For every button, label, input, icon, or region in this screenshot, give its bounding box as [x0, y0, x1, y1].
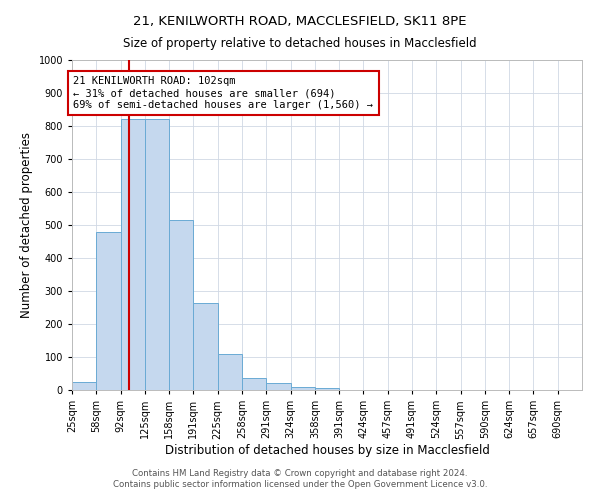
- Bar: [121, 120, 145, 390]
- Text: Contains public sector information licensed under the Open Government Licence v3: Contains public sector information licen…: [113, 480, 487, 489]
- X-axis label: Distribution of detached houses by size in Macclesfield: Distribution of detached houses by size …: [164, 444, 490, 457]
- Bar: [218, 354, 242, 390]
- Bar: [72, 382, 96, 390]
- Bar: [290, 386, 315, 390]
- Text: 21, KENILWORTH ROAD, MACCLESFIELD, SK11 8PE: 21, KENILWORTH ROAD, MACCLESFIELD, SK11 …: [133, 15, 467, 28]
- Bar: [315, 388, 339, 390]
- Bar: [169, 220, 193, 390]
- Bar: [266, 384, 290, 390]
- Text: 21 KENILWORTH ROAD: 102sqm
← 31% of detached houses are smaller (694)
69% of sem: 21 KENILWORTH ROAD: 102sqm ← 31% of deta…: [73, 76, 373, 110]
- Bar: [145, 120, 169, 390]
- Bar: [193, 302, 218, 390]
- Bar: [242, 378, 266, 390]
- Text: Size of property relative to detached houses in Macclesfield: Size of property relative to detached ho…: [123, 38, 477, 51]
- Y-axis label: Number of detached properties: Number of detached properties: [20, 132, 33, 318]
- Text: Contains HM Land Registry data © Crown copyright and database right 2024.: Contains HM Land Registry data © Crown c…: [132, 468, 468, 477]
- Bar: [96, 232, 121, 390]
